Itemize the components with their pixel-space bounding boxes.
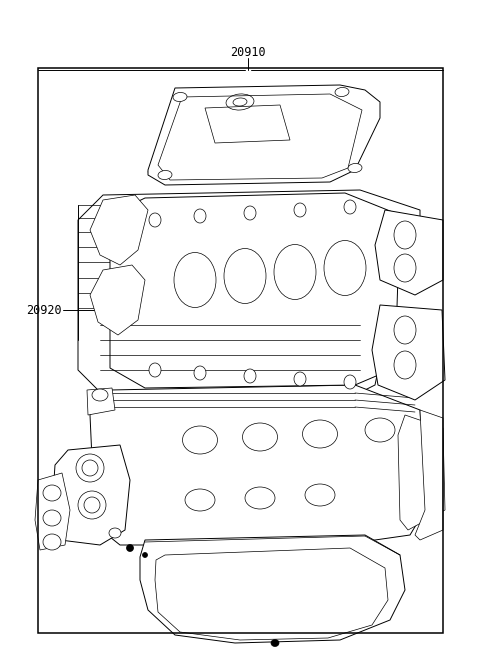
- Polygon shape: [110, 193, 400, 388]
- Ellipse shape: [394, 316, 416, 344]
- Ellipse shape: [394, 221, 416, 249]
- Ellipse shape: [242, 423, 277, 451]
- Ellipse shape: [365, 418, 395, 442]
- Ellipse shape: [294, 203, 306, 217]
- Ellipse shape: [43, 534, 61, 550]
- Polygon shape: [140, 535, 405, 643]
- Text: 20910: 20910: [230, 45, 266, 58]
- Ellipse shape: [394, 254, 416, 282]
- Ellipse shape: [274, 244, 316, 300]
- Ellipse shape: [185, 489, 215, 511]
- Ellipse shape: [76, 454, 104, 482]
- Ellipse shape: [348, 164, 362, 173]
- Polygon shape: [415, 410, 443, 540]
- Ellipse shape: [43, 510, 61, 526]
- Ellipse shape: [305, 484, 335, 506]
- Ellipse shape: [158, 170, 172, 179]
- Ellipse shape: [335, 87, 349, 97]
- Ellipse shape: [127, 545, 133, 551]
- Ellipse shape: [92, 389, 108, 401]
- Polygon shape: [90, 385, 425, 545]
- Ellipse shape: [43, 485, 61, 501]
- Ellipse shape: [244, 369, 256, 383]
- Polygon shape: [78, 190, 420, 400]
- Ellipse shape: [109, 528, 121, 538]
- Ellipse shape: [194, 366, 206, 380]
- Ellipse shape: [344, 375, 356, 389]
- Text: 20920: 20920: [26, 304, 62, 317]
- Polygon shape: [375, 210, 443, 295]
- Polygon shape: [90, 195, 148, 265]
- Ellipse shape: [224, 248, 266, 304]
- Ellipse shape: [394, 351, 416, 379]
- Polygon shape: [52, 445, 130, 545]
- Ellipse shape: [302, 420, 337, 448]
- Polygon shape: [148, 85, 380, 185]
- Polygon shape: [398, 415, 445, 530]
- Ellipse shape: [194, 209, 206, 223]
- Ellipse shape: [173, 93, 187, 102]
- Ellipse shape: [174, 252, 216, 307]
- Ellipse shape: [82, 460, 98, 476]
- Ellipse shape: [324, 240, 366, 296]
- Ellipse shape: [78, 491, 106, 519]
- Ellipse shape: [84, 497, 100, 513]
- Polygon shape: [35, 473, 70, 550]
- Ellipse shape: [294, 372, 306, 386]
- Ellipse shape: [271, 639, 279, 646]
- Ellipse shape: [149, 213, 161, 227]
- Ellipse shape: [245, 487, 275, 509]
- Ellipse shape: [149, 363, 161, 377]
- Ellipse shape: [344, 200, 356, 214]
- Polygon shape: [90, 265, 145, 335]
- Polygon shape: [372, 305, 445, 400]
- Ellipse shape: [143, 553, 147, 558]
- Bar: [38, 68, 443, 633]
- Polygon shape: [87, 388, 115, 415]
- Ellipse shape: [182, 426, 217, 454]
- Ellipse shape: [244, 206, 256, 220]
